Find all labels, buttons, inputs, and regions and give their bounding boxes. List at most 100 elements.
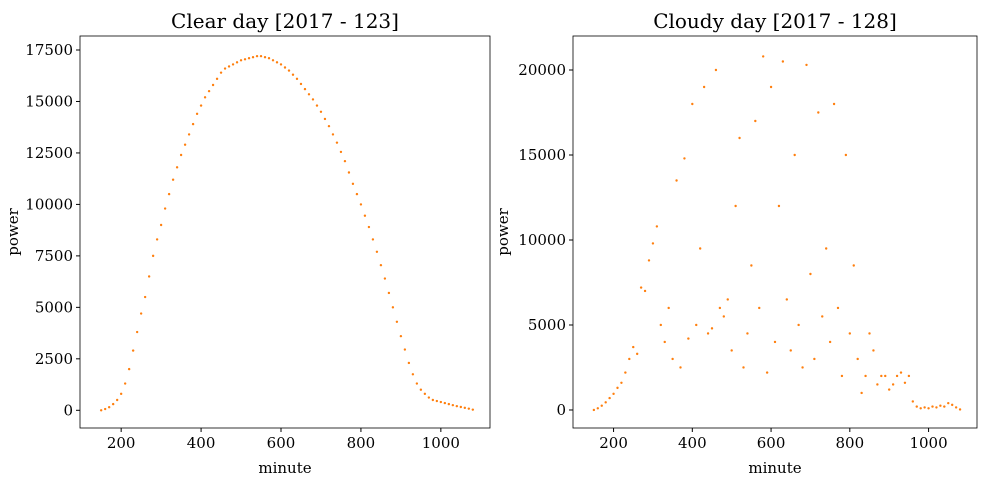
x-tick-label: 200 [599,434,628,452]
data-point [895,374,899,378]
data-point [935,406,938,409]
x-axis-label: minute [748,459,801,477]
data-point [809,272,812,276]
data-point [911,400,915,403]
data-point [135,330,139,334]
data-point [651,242,655,245]
data-point [643,289,647,293]
data-point [907,374,911,378]
data-point [758,306,761,310]
x-tick-label: 1000 [422,434,460,452]
data-point [471,408,475,411]
data-point [307,93,311,96]
data-point [805,63,808,67]
data-point [235,61,239,64]
data-point [821,315,824,318]
data-point [423,392,427,396]
data-point [131,349,135,352]
data-point [459,405,463,409]
data-point [698,247,702,250]
data-point [291,73,295,76]
data-point [947,401,950,405]
data-point [836,306,840,310]
data-point [761,55,765,58]
data-point [195,112,199,116]
x-tick-label: 400 [678,434,707,452]
data-point [407,361,411,365]
data-point [219,71,223,74]
chart-title: Cloudy day [2017 - 128] [653,9,897,33]
data-point [769,85,773,89]
y-tick-label: 15000 [518,146,566,164]
data-point [327,124,331,128]
data-point [439,400,443,404]
data-point [943,405,946,408]
data-point [891,383,895,386]
data-point [702,85,706,89]
data-point [860,391,863,395]
data-point [915,405,918,408]
data-point [691,102,694,106]
data-point [710,327,714,330]
data-point [427,396,431,399]
data-point [203,96,207,99]
data-point [363,214,367,217]
data-point [864,374,867,378]
data-point [247,57,251,60]
data-point [777,204,781,208]
data-point [663,340,666,344]
data-point [159,223,163,227]
data-point [111,402,115,406]
y-tick-label: 5000 [35,298,73,316]
data-point [624,371,627,374]
data-point [828,340,832,344]
data-point [750,264,753,267]
data-point [824,247,828,250]
data-point [639,286,643,289]
data-point [295,77,299,81]
data-point [211,83,215,87]
data-point [848,332,852,335]
data-point [730,349,733,352]
data-point [876,383,879,386]
data-point [884,374,887,378]
data-point [840,374,844,378]
x-tick-label: 800 [347,434,376,452]
x-tick-label: 800 [835,434,864,452]
data-point [183,143,187,146]
y-tick-label: 7500 [35,247,73,265]
data-point [371,238,375,241]
x-tick-label: 200 [107,434,136,452]
data-point [351,182,355,186]
plot-frame [79,35,491,429]
data-point [765,371,769,374]
data-point [343,159,347,163]
data-point [659,323,663,327]
data-point [832,102,836,106]
data-point [139,312,143,315]
data-point [243,58,247,61]
y-tick-label: 12500 [25,144,73,162]
data-point [773,340,777,344]
data-point [207,89,211,93]
data-point [817,111,820,114]
data-point [592,408,596,412]
data-point [600,404,603,407]
data-point [695,323,698,327]
data-point [271,59,275,62]
chart-title: Clear day [2017 - 123] [171,9,399,33]
y-tick-label: 5000 [528,316,566,334]
data-point [119,392,123,396]
data-point [311,98,315,101]
data-point [383,277,387,280]
data-point [215,77,219,81]
data-point [179,153,183,157]
data-point [880,374,883,378]
data-point [722,315,726,318]
data-point [323,117,327,121]
data-point [856,357,859,361]
data-point [463,406,467,410]
x-tick-label: 600 [267,434,296,452]
data-point [399,334,403,338]
